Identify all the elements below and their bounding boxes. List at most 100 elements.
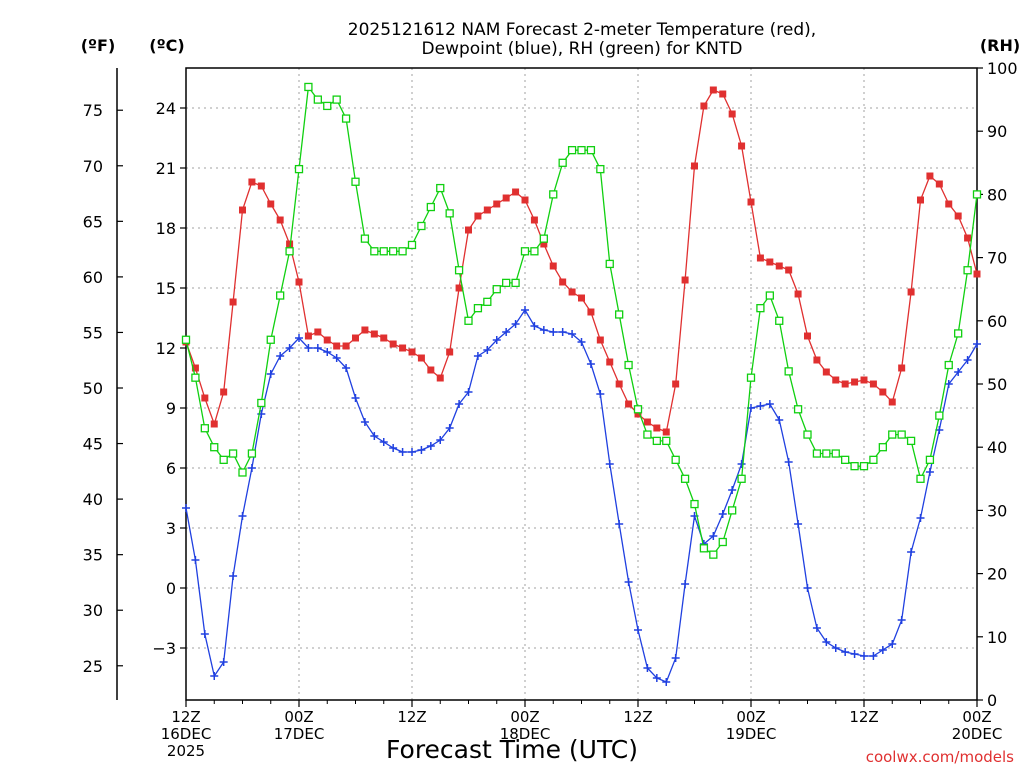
dewpoint-point bbox=[586, 360, 595, 368]
temperature-point bbox=[417, 354, 425, 362]
temperature-point bbox=[625, 400, 633, 408]
rh-point bbox=[906, 436, 916, 446]
rh-point bbox=[850, 462, 859, 471]
plot-frame bbox=[185, 67, 978, 701]
fahrenheit-tick-label: 30 bbox=[83, 601, 103, 620]
temperature-point bbox=[220, 388, 228, 396]
dewpoint-point bbox=[483, 346, 492, 354]
dewpoint-point bbox=[812, 624, 821, 632]
rh-point bbox=[822, 449, 831, 458]
temperature-point bbox=[408, 348, 416, 356]
x-tick-label: 12Z bbox=[849, 708, 878, 726]
temperature-point bbox=[314, 328, 322, 336]
temperature-point bbox=[643, 418, 651, 426]
x-axis-label: Forecast Time (UTC) bbox=[386, 735, 638, 764]
rh-point bbox=[549, 190, 558, 199]
temperature-point bbox=[257, 182, 265, 190]
temperature-point bbox=[945, 200, 953, 208]
fahrenheit-tick-label: 25 bbox=[83, 657, 103, 676]
dewpoint-point bbox=[210, 672, 219, 680]
rh-point bbox=[276, 291, 285, 300]
x-tick-label: 12Z bbox=[623, 708, 652, 726]
rh-point bbox=[389, 247, 398, 256]
temperature-point bbox=[917, 196, 924, 204]
dewpoint-point bbox=[756, 402, 765, 410]
rh-tick-label: 60 bbox=[987, 312, 1007, 331]
rh-point bbox=[492, 285, 501, 294]
rh-point bbox=[737, 474, 746, 483]
temperature-point bbox=[691, 162, 698, 170]
dewpoint-point bbox=[332, 354, 341, 362]
temperature-point bbox=[964, 234, 972, 242]
temperature-point bbox=[596, 336, 604, 344]
temperature-point bbox=[389, 340, 397, 348]
dewpoint-point bbox=[577, 338, 586, 346]
temperature-point bbox=[578, 294, 585, 302]
dewpoint-point bbox=[191, 556, 200, 564]
rh-point bbox=[445, 209, 454, 218]
temperature-point bbox=[851, 378, 859, 386]
dewpoint-point bbox=[878, 646, 887, 654]
rh-point bbox=[379, 247, 388, 256]
temperature-point bbox=[907, 288, 915, 296]
fahrenheit-tick-label: 50 bbox=[83, 379, 103, 398]
rh-point bbox=[539, 234, 548, 243]
temperature-point bbox=[709, 86, 717, 94]
temperature-point bbox=[427, 366, 435, 374]
rh-point bbox=[398, 247, 407, 256]
temperature-point bbox=[879, 388, 887, 396]
fahrenheit-axis-label: (ºF) bbox=[81, 36, 116, 55]
temperature-point bbox=[474, 212, 482, 220]
temperature-point bbox=[653, 424, 661, 432]
dewpoint-point bbox=[652, 674, 661, 682]
dewpoint-point bbox=[558, 328, 567, 336]
dewpoint-point bbox=[784, 458, 793, 466]
x-tick-label: 00Z bbox=[284, 708, 313, 726]
temperature-series bbox=[182, 86, 981, 436]
rh-point bbox=[765, 291, 774, 300]
dewpoint-point bbox=[916, 514, 925, 522]
dewpoint-point bbox=[304, 344, 313, 352]
rh-point bbox=[323, 101, 332, 111]
dewpoint-point bbox=[455, 400, 464, 408]
dewpoint-line bbox=[185, 308, 978, 683]
rh-point bbox=[304, 82, 313, 92]
rh-point bbox=[266, 335, 275, 344]
rh-point bbox=[925, 455, 935, 464]
dewpoint-point bbox=[445, 424, 454, 432]
temperature-point bbox=[559, 278, 567, 286]
celsius-tick-label: 12 bbox=[156, 339, 176, 358]
temperature-point bbox=[785, 266, 793, 274]
rh-point bbox=[360, 234, 370, 243]
rh-point bbox=[803, 430, 812, 439]
x-tick-label: 00Z bbox=[510, 708, 539, 726]
rh-point bbox=[313, 95, 322, 104]
dewpoint-point bbox=[709, 532, 718, 540]
dewpoint-point bbox=[944, 380, 953, 388]
rh-tick-label: 10 bbox=[987, 628, 1007, 647]
temperature-point bbox=[201, 394, 209, 402]
dewpoint-point bbox=[464, 388, 473, 396]
rh-point bbox=[916, 474, 925, 483]
fahrenheit-tick-label: 40 bbox=[83, 490, 103, 509]
rh-point bbox=[464, 316, 473, 325]
dewpoint-point bbox=[549, 328, 558, 336]
celsius-tick-label: 0 bbox=[166, 579, 176, 598]
rh-point bbox=[247, 449, 257, 458]
temperature-point bbox=[869, 380, 877, 388]
dewpoint-point bbox=[907, 548, 916, 556]
temperature-point bbox=[549, 262, 557, 270]
rh-tick-label: 30 bbox=[987, 501, 1007, 520]
dewpoint-point bbox=[276, 352, 285, 360]
temperature-point bbox=[615, 380, 623, 388]
dewpoint-point bbox=[473, 352, 482, 360]
dewpoint-point bbox=[342, 364, 351, 372]
temperature-point bbox=[822, 368, 830, 376]
rh-point bbox=[633, 405, 643, 414]
temperature-point bbox=[587, 308, 595, 316]
rh-point bbox=[351, 177, 360, 186]
temperature-point bbox=[775, 262, 783, 270]
dewpoint-point bbox=[295, 334, 303, 342]
dewpoint-point bbox=[831, 644, 840, 652]
celsius-tick-label: 15 bbox=[156, 279, 176, 298]
